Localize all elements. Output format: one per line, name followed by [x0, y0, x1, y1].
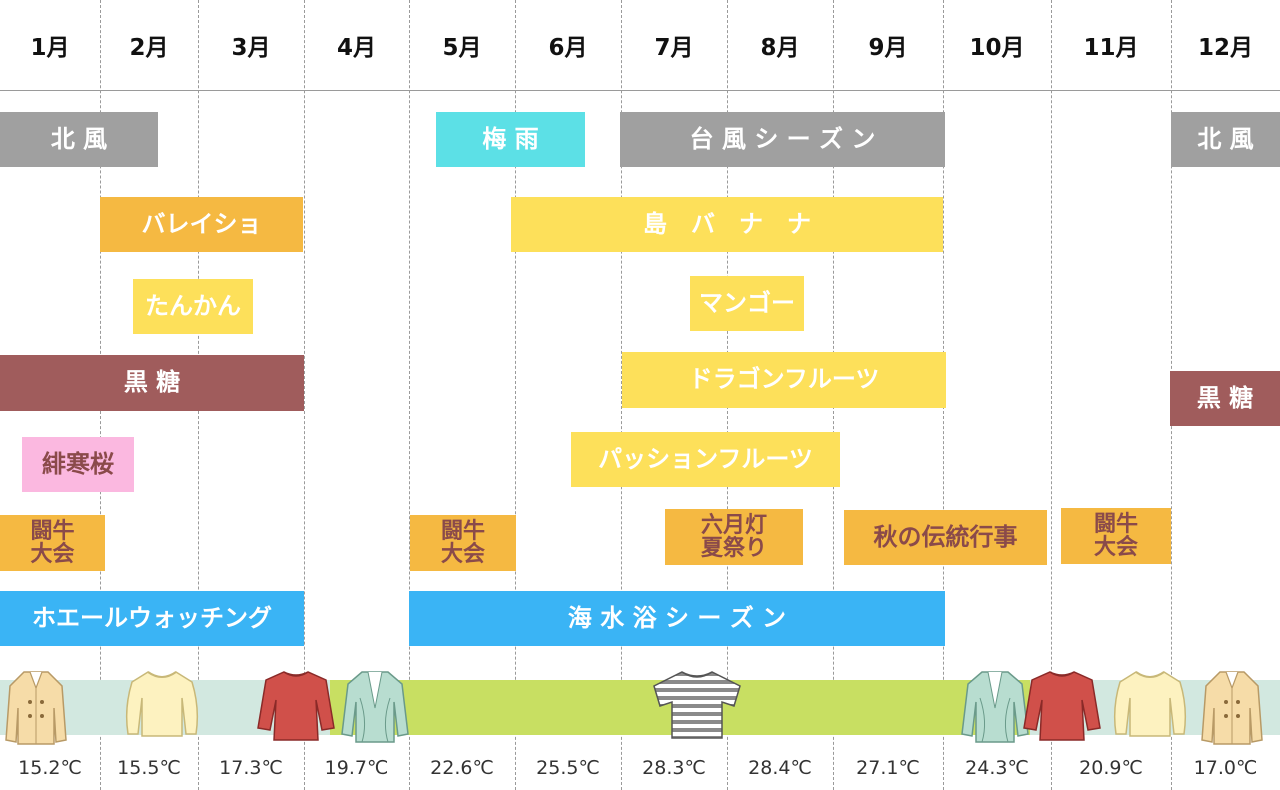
cardigan-icon	[341, 671, 409, 743]
temp-7: 28.3℃	[642, 757, 706, 779]
temp-8: 28.4℃	[748, 757, 812, 779]
bar-togyu-summer: 闘牛 大会	[410, 515, 516, 571]
month-label-2: 2月	[129, 35, 169, 61]
month-label-9: 9月	[868, 35, 908, 61]
bar-kokuto-winter-start: 黒 糖	[0, 355, 304, 411]
togyu-autumn-label: 闘牛 大会	[1093, 511, 1138, 560]
rokugatsudo-label: 六月灯 夏祭り	[700, 512, 767, 561]
temp-11: 20.9℃	[1079, 757, 1143, 779]
month-label-1: 1月	[30, 35, 70, 61]
temp-12: 17.0℃	[1193, 757, 1258, 779]
bar-kokuto-winter-end: 黒 糖	[1170, 371, 1280, 426]
header-divider	[0, 90, 1280, 91]
togyu-spring-label: 闘牛 大会	[30, 518, 75, 567]
bar-kaisuiyoku: 海 水 浴 シ ー ズ ン	[409, 591, 945, 646]
bar-kitakaze-winter-end: 北 風	[1171, 112, 1280, 167]
month-label-11: 11月	[1083, 35, 1139, 61]
long-sleeve-shirt-icon	[1023, 671, 1101, 741]
togyu-summer-label: 闘牛 大会	[440, 518, 485, 567]
sweater-icon	[125, 671, 199, 737]
month-divider	[1051, 0, 1052, 790]
t-shirt-icon	[653, 671, 741, 739]
bar-togyu-autumn: 闘牛 大会	[1061, 508, 1171, 564]
month-divider	[304, 0, 305, 790]
temp-4: 19.7℃	[324, 757, 389, 779]
coat-icon	[1201, 671, 1263, 745]
coat-icon	[5, 671, 67, 745]
month-label-3: 3月	[231, 35, 271, 61]
temp-2: 15.5℃	[117, 757, 181, 779]
temp-3: 17.3℃	[219, 757, 283, 779]
bar-shima-banana: 島 バ ナ ナ	[511, 197, 943, 252]
month-label-8: 8月	[760, 35, 800, 61]
bar-hikanzakura: 緋寒桜	[22, 437, 134, 492]
month-divider	[409, 0, 410, 790]
month-label-12: 12月	[1197, 35, 1253, 61]
bar-dragon-fruit: ドラゴンフルーツ	[622, 352, 946, 408]
temp-5: 22.6℃	[430, 757, 494, 779]
month-label-4: 4月	[336, 35, 376, 61]
temp-10: 24.3℃	[965, 757, 1029, 779]
bar-bareisho: バレイショ	[100, 197, 303, 252]
month-label-6: 6月	[548, 35, 588, 61]
month-divider	[621, 0, 622, 790]
month-label-10: 10月	[969, 35, 1025, 61]
bar-typhoon-season: 台 風 シ ー ズ ン	[620, 112, 945, 167]
temp-6: 25.5℃	[536, 757, 600, 779]
temp-9: 27.1℃	[856, 757, 920, 779]
cardigan-icon	[961, 671, 1029, 743]
bar-rokugatsudo: 六月灯 夏祭り	[665, 509, 803, 565]
bar-togyu-spring: 闘牛 大会	[0, 515, 105, 571]
bar-mango: マンゴー	[690, 276, 804, 331]
bar-kitakaze-winter-start: 北 風	[0, 112, 158, 167]
long-sleeve-shirt-icon	[257, 671, 335, 741]
month-label-7: 7月	[654, 35, 694, 61]
sweater-icon	[1113, 671, 1187, 737]
bar-tankan: たんかん	[133, 279, 253, 334]
bar-aki-dento-gyoji: 秋の伝統行事	[844, 510, 1047, 565]
bar-passion-fruit: パッションフルーツ	[571, 432, 840, 487]
bar-whale-watching: ホエールウォッチング	[0, 591, 304, 646]
month-label-5: 5月	[442, 35, 482, 61]
bar-tsuyu: 梅 雨	[436, 112, 585, 167]
temp-1: 15.2℃	[18, 757, 82, 779]
month-divider	[515, 0, 516, 790]
